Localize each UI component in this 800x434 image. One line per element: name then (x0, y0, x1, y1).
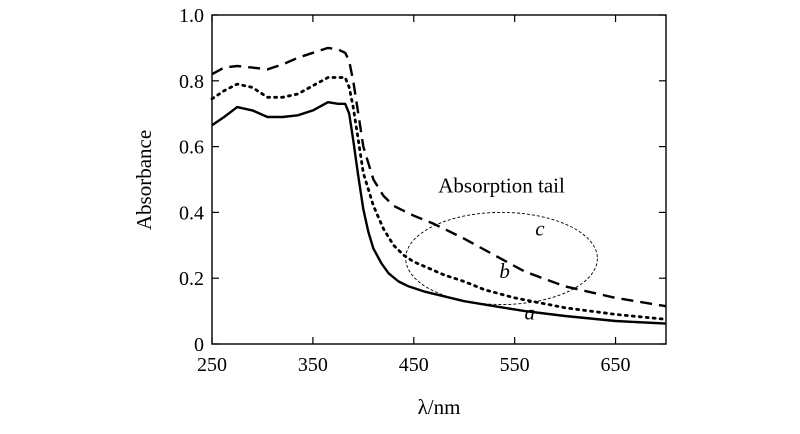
y-tick-label: 0.2 (179, 268, 204, 290)
ticks-layer: 250 350 450 550 650 0 0.2 0.4 0.6 0.8 1.0 (179, 5, 666, 376)
y-tick-label: 0.4 (179, 202, 204, 224)
annotation-layer: Absorption tail (405, 173, 598, 305)
series-line-a (211, 101, 667, 325)
x-tick-label: 250 (197, 354, 227, 376)
y-axis-label: Absorbance (132, 130, 156, 230)
y-tick-label: 0.8 (179, 71, 204, 93)
x-tick-label: 350 (298, 354, 328, 376)
x-tick-label: 650 (601, 354, 631, 376)
y-tick-label: 1.0 (179, 5, 204, 27)
y-tick-label: 0 (194, 334, 204, 356)
series-line-b (210, 76, 668, 321)
series-line-c (211, 46, 667, 308)
series-label-b: b (499, 259, 510, 283)
plot-frame (211, 14, 667, 345)
y-tick-label: 0.6 (179, 137, 204, 159)
x-axis-label: λ/nm (418, 395, 461, 419)
series-label-a: a (525, 300, 536, 324)
x-tick-label: 450 (399, 354, 429, 376)
x-tick-label: 550 (500, 354, 530, 376)
series-label-c: c (535, 216, 545, 240)
absorption-tail-ellipse (405, 211, 598, 305)
absorption-tail-label: Absorption tail (438, 173, 565, 197)
series-layer (210, 46, 668, 325)
labels-layer: ab c (499, 216, 545, 324)
